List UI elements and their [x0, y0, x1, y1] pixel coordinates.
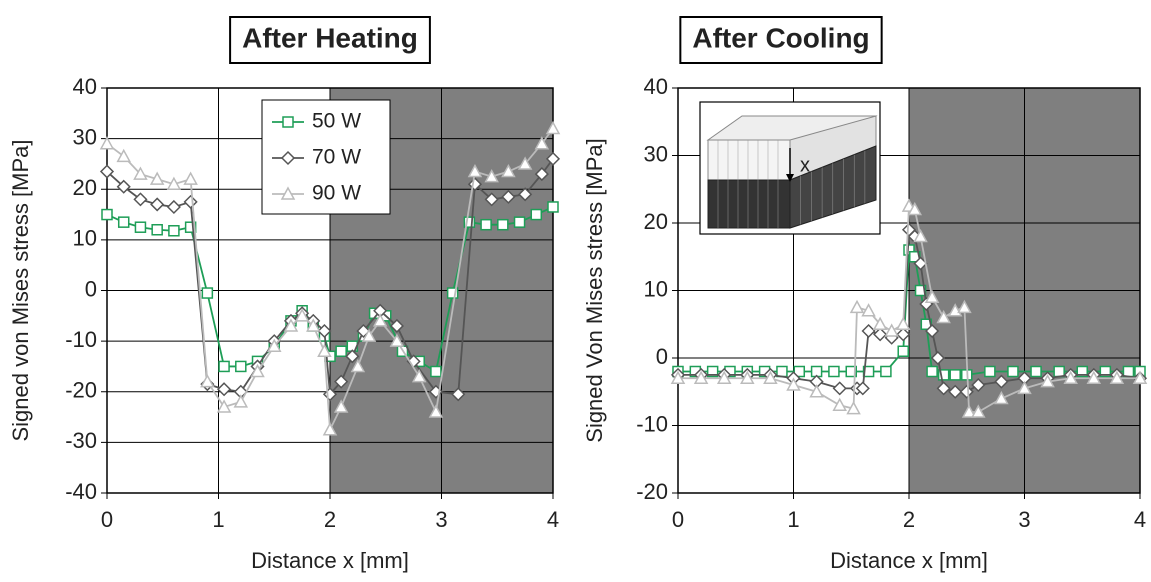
marker [1054, 367, 1064, 377]
mesh-front-light [708, 140, 790, 180]
x-tick-label: 1 [787, 507, 799, 532]
marker [202, 288, 212, 298]
marker [135, 222, 145, 232]
y-tick-label: 40 [73, 74, 97, 99]
marker [531, 210, 541, 220]
chart: -40-30-20-1001020304001234Distance x [mm… [0, 0, 1151, 577]
y-tick-label: 20 [644, 209, 668, 234]
marker [1123, 367, 1133, 377]
marker [152, 225, 162, 235]
marker [927, 367, 937, 377]
legend-label: 70 W [312, 146, 361, 169]
x-tick-label: 3 [1018, 507, 1030, 532]
x-tick-label: 3 [435, 507, 447, 532]
legend-label: 90 W [312, 182, 361, 205]
x-tick-label: 4 [1134, 507, 1146, 532]
marker [119, 217, 129, 227]
marker [431, 367, 441, 377]
marker [829, 367, 839, 377]
x-tick-label: 2 [324, 507, 336, 532]
marker [498, 220, 508, 230]
y-tick-label: -10 [636, 411, 668, 436]
chart-title: After Cooling [692, 22, 869, 53]
inset: x [700, 102, 880, 234]
marker [777, 367, 787, 377]
marker [236, 361, 246, 371]
y-tick-label: 20 [73, 175, 97, 200]
marker [950, 370, 960, 380]
mesh-front-dark [708, 180, 790, 228]
marker [548, 202, 558, 212]
marker [1031, 367, 1041, 377]
y-tick-label: 30 [644, 141, 668, 166]
inset-label: x [800, 154, 810, 176]
marker [1008, 367, 1018, 377]
legend: 50 W 70 W 90 W [262, 100, 390, 214]
chart-title: After Heating [242, 22, 418, 53]
x-tick-label: 1 [212, 507, 224, 532]
y-tick-label: 40 [644, 74, 668, 99]
marker [219, 361, 229, 371]
x-tick-label: 0 [672, 507, 684, 532]
marker [481, 220, 491, 230]
x-tick-label: 2 [903, 507, 915, 532]
x-tick-label: 0 [101, 507, 113, 532]
marker [336, 346, 346, 356]
y-tick-label: 10 [644, 276, 668, 301]
y-tick-label: 10 [73, 226, 97, 251]
y-tick-label: -20 [65, 378, 97, 403]
marker [283, 117, 293, 127]
y-axis-label: Signed Von Mises stress [MPa] [582, 138, 607, 442]
y-tick-label: -20 [636, 479, 668, 504]
marker [881, 367, 891, 377]
x-axis-label: Distance x [mm] [251, 548, 409, 573]
y-tick-label: -10 [65, 327, 97, 352]
y-tick-label: 0 [85, 276, 97, 301]
marker [169, 226, 179, 236]
y-tick-label: 30 [73, 124, 97, 149]
y-axis-label: Signed von Mises stress [MPa] [8, 139, 33, 441]
marker [985, 367, 995, 377]
x-axis-label: Distance x [mm] [830, 548, 988, 573]
y-tick-label: 0 [656, 344, 668, 369]
y-tick-label: -40 [65, 479, 97, 504]
marker [102, 210, 112, 220]
marker [515, 217, 525, 227]
y-tick-label: -30 [65, 428, 97, 453]
marker [898, 346, 908, 356]
legend-label: 50 W [312, 110, 361, 133]
x-tick-label: 4 [547, 507, 559, 532]
